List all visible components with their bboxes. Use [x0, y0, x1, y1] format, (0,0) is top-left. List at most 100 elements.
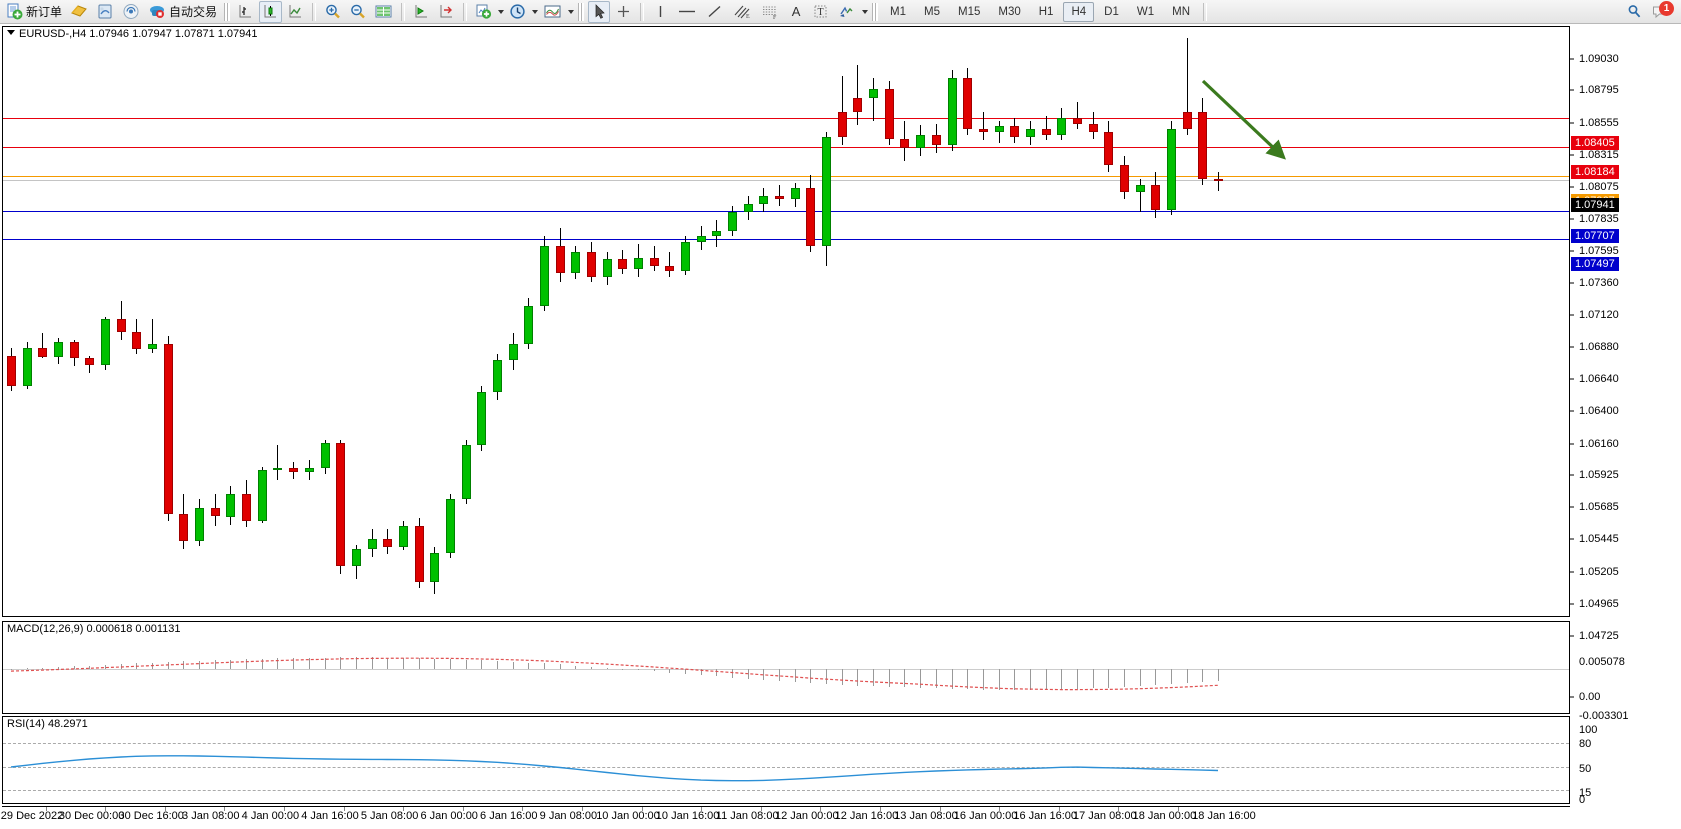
timeframe-button-w1[interactable]: W1 [1136, 5, 1155, 18]
timeframe-button-m30[interactable]: M30 [998, 5, 1021, 18]
price-level-line[interactable] [3, 211, 1569, 213]
terminal-button[interactable] [93, 1, 117, 23]
data-window-icon [375, 5, 392, 18]
candlestick [1119, 165, 1129, 193]
candlestick [147, 343, 157, 349]
timeframe-button-m1[interactable]: M1 [890, 5, 907, 18]
macd-histogram-bar [967, 669, 968, 690]
candlestick [37, 347, 47, 357]
vertical-line-tool-button[interactable] [649, 1, 671, 23]
price-tick-mark [1570, 346, 1574, 348]
templates-button[interactable] [540, 1, 565, 23]
macd-histogram-bar [1061, 669, 1062, 690]
price-tick-mark [1570, 89, 1574, 91]
time-axis-label: 9 Jan 08:00 [539, 810, 598, 822]
candlestick [539, 245, 549, 307]
price-level-line[interactable] [3, 117, 1569, 119]
price-axis-label: 1.05445 [1579, 533, 1619, 546]
timeframe-button-m15[interactable]: M15 [958, 5, 981, 18]
price-tick-mark [1570, 378, 1574, 380]
new-chart-button[interactable] [472, 1, 495, 23]
candlestick [398, 525, 408, 548]
time-axis-label: 10 Jan 16:00 [655, 810, 720, 822]
line-chart-icon [289, 5, 302, 18]
macd-histogram-bar [763, 669, 764, 680]
arrows-dropdown-caret-icon[interactable] [862, 9, 869, 14]
candlestick [461, 445, 471, 500]
period-button[interactable] [506, 1, 529, 23]
timeframe-button-d1[interactable]: D1 [1104, 5, 1119, 18]
text-tool-button[interactable]: A [785, 1, 807, 23]
macd-histogram-bar [716, 669, 717, 677]
timeframe-button-mn[interactable]: MN [1172, 5, 1190, 18]
horizontal-line-tool-button[interactable] [673, 1, 701, 23]
price-level-chip[interactable]: 1.08184 [1571, 165, 1619, 180]
signal-button[interactable] [119, 1, 143, 23]
price-level-line[interactable] [3, 147, 1569, 149]
cursor-tool-button[interactable] [588, 0, 611, 23]
price-level-chip[interactable]: 1.07707 [1571, 229, 1619, 244]
rsi-axis-label: 100 [1579, 724, 1598, 736]
chart-menu-caret-icon[interactable] [7, 30, 15, 35]
vertical-line-icon [659, 6, 661, 17]
price-level-line[interactable] [3, 176, 1569, 178]
rsi-pane[interactable]: RSI(14) 48.2971 [2, 716, 1570, 804]
toolbar-grip-1[interactable] [224, 2, 231, 21]
candlestick-chart-button[interactable] [259, 0, 283, 23]
chart-shift-button[interactable] [410, 1, 433, 23]
time-axis[interactable]: 29 Dec 2022 30 Dec 00:00 30 Dec 16:00 3 Jan… [1, 806, 1570, 829]
toolbar-separator-1 [312, 2, 317, 21]
candlestick [696, 236, 706, 242]
timeframe-group: M1 M5 M15 M30 H1 H4 D1 W1 MN [881, 1, 1199, 22]
macd-histogram-bar [1093, 669, 1094, 689]
candlestick [414, 525, 424, 583]
candlestick [194, 508, 204, 541]
toolbar-grip-3[interactable] [872, 2, 879, 21]
price-axis[interactable]: 1.09030 1.08795 1.08555 1.08315 1.08075 1.078… [1570, 50, 1681, 829]
price-level-chip[interactable]: 1.07941 [1571, 197, 1619, 212]
period-dropdown-caret-icon[interactable] [532, 9, 539, 14]
notifications-button[interactable]: 1 [1648, 0, 1674, 23]
price-level-line[interactable] [3, 179, 1569, 181]
time-axis-label: 11 Jan 08:00 [715, 810, 779, 822]
book-button[interactable] [67, 1, 91, 23]
candle-wick [1140, 178, 1141, 213]
price-level-line[interactable] [3, 239, 1569, 241]
templates-dropdown-caret-icon[interactable] [568, 9, 575, 14]
line-chart-button[interactable] [284, 1, 307, 23]
autotrade-button[interactable]: 自动交易 [145, 1, 220, 23]
search-button[interactable] [1623, 1, 1646, 23]
timeframe-button-h1[interactable]: H1 [1038, 5, 1054, 18]
chart-area[interactable]: EURUSD-,H4 1.07946 1.07947 1.07871 1.079… [0, 24, 1681, 829]
new-chart-dropdown-caret-icon[interactable] [498, 9, 505, 14]
macd-histogram-bar [1155, 669, 1156, 686]
fibonacci-tool-button[interactable]: F [757, 1, 783, 23]
price-tick-mark [1570, 538, 1574, 540]
candlestick [1166, 129, 1176, 210]
macd-histogram-bar [246, 659, 247, 669]
new-order-button[interactable]: 新订单 [3, 1, 65, 23]
trendline-tool-button[interactable] [703, 1, 727, 23]
macd-pane[interactable]: MACD(12,26,9) 0.000618 0.001131 [2, 621, 1570, 714]
price-level-chip[interactable]: 1.07497 [1571, 257, 1619, 272]
zoom-in-button[interactable] [321, 1, 344, 23]
zoom-out-button[interactable] [346, 1, 369, 23]
macd-histogram-bar [513, 661, 514, 669]
candle-wick [873, 78, 874, 122]
price-level-chip[interactable]: 1.08405 [1571, 135, 1619, 150]
timeframe-button-m5[interactable]: M5 [924, 5, 940, 18]
macd-histogram-bar [215, 660, 216, 669]
text-label-tool-button[interactable]: T [809, 1, 832, 23]
timeframe-button-h4[interactable]: H4 [1063, 1, 1095, 22]
equidistant-channel-tool-button[interactable]: E [729, 1, 755, 23]
main-price-pane[interactable]: EURUSD-,H4 1.07946 1.07947 1.07871 1.079… [2, 26, 1570, 617]
crosshair-tool-button[interactable] [612, 1, 635, 23]
candle-wick [669, 252, 670, 277]
candle-wick [1187, 38, 1188, 135]
arrows-tool-button[interactable] [834, 1, 859, 23]
macd-histogram-bar [497, 660, 498, 669]
auto-scroll-button[interactable] [435, 1, 458, 23]
toolbar-grip-2[interactable] [578, 2, 585, 21]
data-window-button[interactable] [371, 1, 396, 23]
bar-chart-button[interactable] [234, 1, 257, 23]
